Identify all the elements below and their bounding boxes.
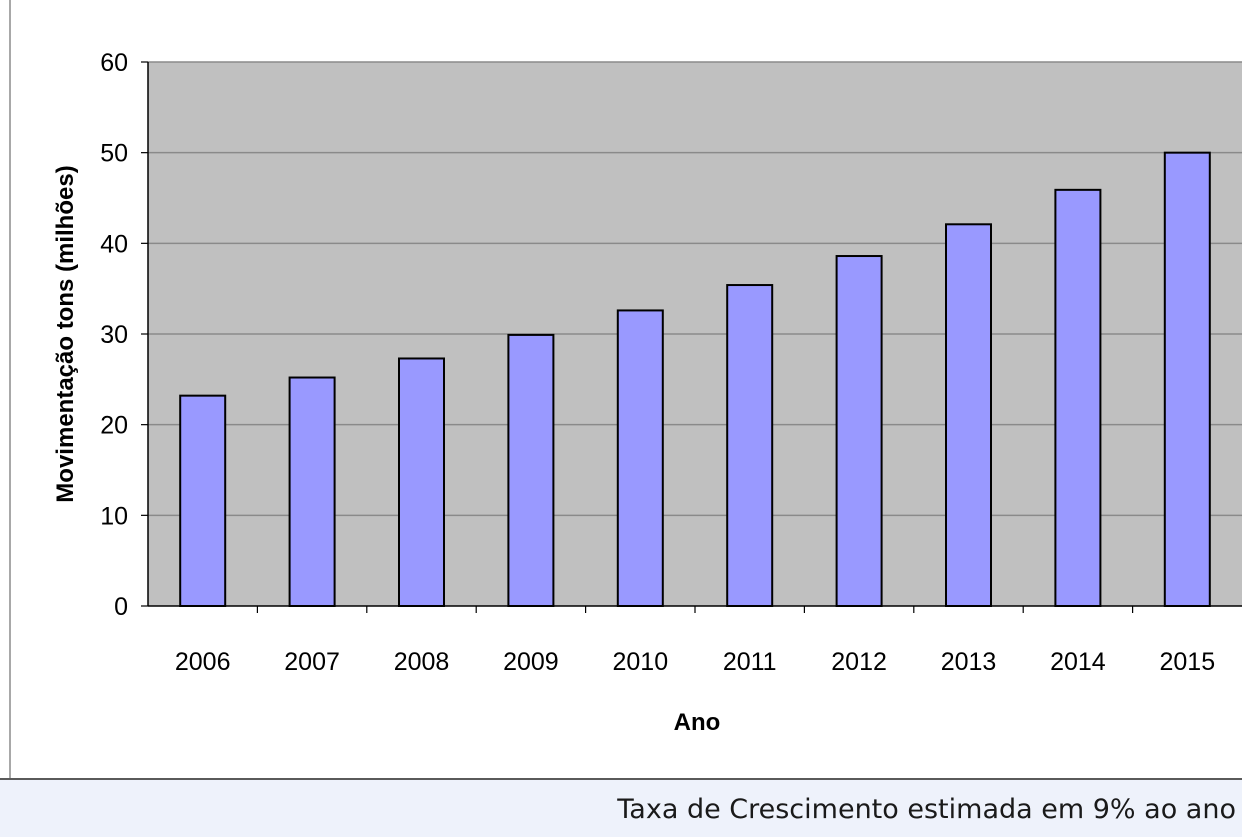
x-tick-label-2008: 2008 <box>394 648 450 676</box>
x-tick-label-2012: 2012 <box>831 648 887 676</box>
x-tick-label-2011: 2011 <box>723 648 777 676</box>
bar-2014 <box>1054 188 1102 607</box>
x-axis-title: Ano <box>674 709 721 736</box>
axes <box>147 62 1242 607</box>
x-tick-label-2010: 2010 <box>612 648 668 676</box>
footer-band: Taxa de Crescimento estimada em 9% ao an… <box>0 778 1242 837</box>
x-tick-label-2014: 2014 <box>1050 648 1106 676</box>
x-tick-label-2009: 2009 <box>503 648 559 676</box>
bar-2009 <box>507 333 555 607</box>
growth-rate-note: Taxa de Crescimento estimada em 9% ao an… <box>617 794 1236 825</box>
bar-2013 <box>945 223 992 607</box>
bar-2012 <box>835 255 883 607</box>
x-tick-label-2007: 2007 <box>284 648 340 676</box>
y-tick-label-50: 50 <box>100 140 128 168</box>
x-tick-label-2015: 2015 <box>1159 648 1215 676</box>
x-tick-labels: 2006 2007 2008 2009 2010 2011 2012 2013 2014 2015 <box>175 648 1215 676</box>
y-tick-label-20: 20 <box>100 412 128 440</box>
x-tick-label-2013: 2013 <box>941 648 997 676</box>
bars <box>179 151 1211 613</box>
y-tick-labels: 0 10 20 30 40 50 60 <box>100 49 128 621</box>
bar-2007 <box>288 376 336 607</box>
chart-frame: 0 10 20 30 40 50 60 2006 2007 2008 2009 2010 2011 20… <box>9 0 1242 778</box>
bar-2015 <box>1163 151 1211 608</box>
y-axis-title: Movimentação tons (milhões) <box>52 165 79 502</box>
y-tick-label-0: 0 <box>114 593 128 621</box>
bar-2006 <box>179 394 227 607</box>
y-tick-label-30: 30 <box>100 321 128 349</box>
y-tick-label-10: 10 <box>100 502 128 530</box>
bar-2010 <box>616 309 664 607</box>
bar-2011 <box>726 284 774 607</box>
x-tick-label-2006: 2006 <box>175 648 231 676</box>
bar-2008 <box>398 357 445 608</box>
y-tick-label-60: 60 <box>100 49 128 77</box>
y-tick-label-40: 40 <box>100 230 128 258</box>
